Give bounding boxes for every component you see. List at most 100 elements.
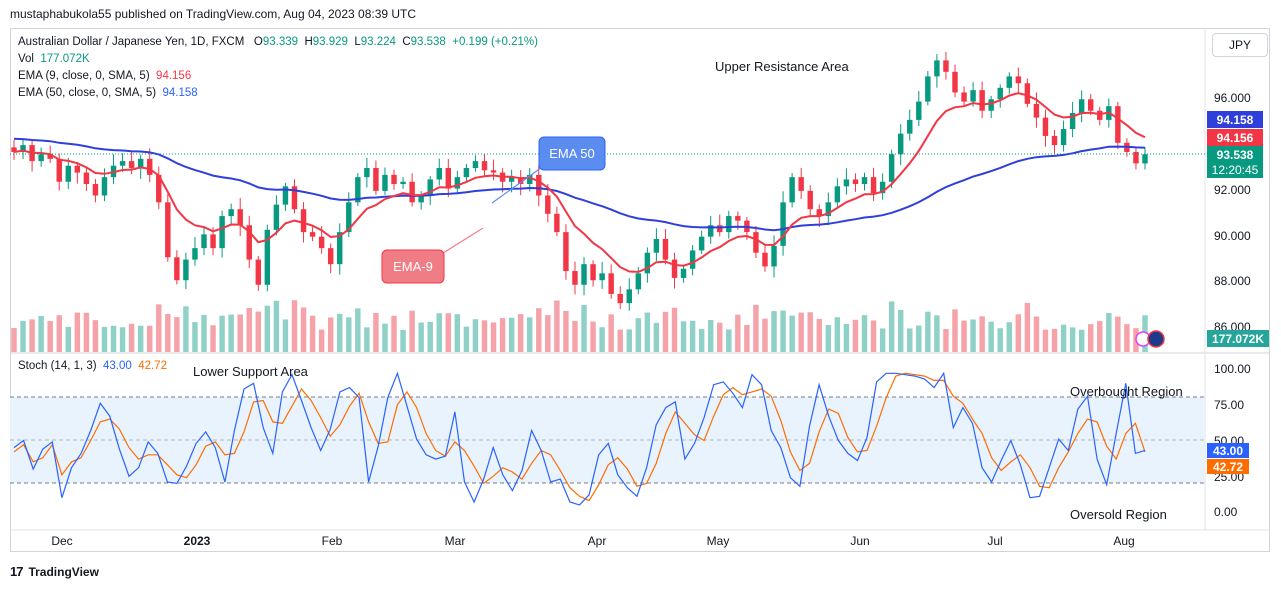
candle-body <box>563 232 569 272</box>
volume-bar <box>92 320 99 352</box>
volume-bar <box>246 308 252 352</box>
candle-body <box>1087 99 1094 111</box>
candle-body <box>753 232 759 253</box>
volume-bar <box>490 322 497 352</box>
stoch-axis[interactable]: 100.00 75.00 50.00 25.00 0.00 <box>1214 362 1251 519</box>
volume-bar <box>128 323 135 352</box>
candle-body <box>255 259 262 285</box>
time-tick: Jun <box>850 534 869 548</box>
volume-bar <box>210 325 216 352</box>
candle-body <box>346 202 352 233</box>
volume-bars <box>11 300 1148 352</box>
volume-bar <box>590 321 596 352</box>
volume-legend[interactable]: Vol 177.072K <box>18 53 90 65</box>
ema50-legend[interactable]: EMA (50, close, 0, SMA, 5) 94.158 <box>18 87 198 99</box>
candle-body <box>47 154 53 159</box>
candle-body <box>137 158 144 168</box>
volume-bar <box>744 324 750 352</box>
candle-body <box>635 273 642 290</box>
volume-bar <box>219 315 225 352</box>
candle-body <box>373 167 379 191</box>
time-tick: Jul <box>987 534 1002 548</box>
candle-body <box>454 177 461 189</box>
ema9-callout[interactable]: EMA-9 <box>381 227 484 284</box>
ohlc-low: L93.224 <box>354 36 396 48</box>
volume-bar <box>409 310 415 352</box>
flag-icon[interactable] <box>1147 330 1165 348</box>
footer-brand[interactable]: 17 TradingView <box>10 564 99 579</box>
candle-body <box>391 174 397 185</box>
tradingview-logo-icon: 17 <box>10 564 24 579</box>
candle-body <box>74 165 81 173</box>
candle-body <box>418 195 424 203</box>
candle-body <box>626 289 632 304</box>
candle-body <box>237 209 243 226</box>
volume-bar <box>11 327 17 352</box>
time-tick: Mar <box>445 534 466 548</box>
candle-body <box>20 145 26 152</box>
volume-bar <box>47 321 53 352</box>
volume-bar <box>834 317 841 352</box>
volume-bar <box>680 321 687 352</box>
candle-body <box>771 245 777 267</box>
candle-body <box>309 232 316 237</box>
svg-text:177.072K: 177.072K <box>1212 332 1264 346</box>
volume-bar <box>1060 324 1067 352</box>
volume-bar <box>952 309 958 352</box>
volume-bar <box>373 312 379 352</box>
candle-body <box>38 154 44 162</box>
stoch-tick: 0.00 <box>1214 505 1238 519</box>
volume-bar <box>916 325 922 352</box>
candle-body <box>463 167 470 178</box>
candle-body <box>219 216 225 249</box>
volume-bar <box>137 325 144 352</box>
volume-bar <box>445 313 452 352</box>
ohlc-open: O93.339 <box>253 36 299 48</box>
volume-bar <box>689 320 696 352</box>
chart-legend: Australian Dollar / Japanese Yen, 1D, FX… <box>18 34 538 102</box>
candle-body <box>119 161 126 166</box>
volume-bar <box>174 317 180 352</box>
candle-body <box>970 90 976 102</box>
time-tick: May <box>707 534 730 548</box>
volume-bar <box>943 329 949 352</box>
symbol-title[interactable]: Australian Dollar / Japanese Yen, 1D, FX… <box>18 36 245 48</box>
time-tick: Dec <box>51 534 72 548</box>
volume-bar <box>156 304 162 352</box>
stoch-legend[interactable]: Stoch (14, 1, 3) 43.00 42.72 <box>18 360 167 372</box>
svg-text:94.158: 94.158 <box>1217 113 1254 127</box>
ema9-legend[interactable]: EMA (9, close, 0, SMA, 5) 94.156 <box>18 70 192 82</box>
candle-body <box>816 209 822 217</box>
volume-bar <box>165 313 171 352</box>
volume-bar <box>1106 313 1112 352</box>
candle-body <box>11 147 17 152</box>
stoch-d-line <box>13 372 1146 502</box>
volume-bar <box>110 325 117 352</box>
ema9-price-label: 94.156 <box>1207 129 1263 146</box>
volume-bar <box>101 326 108 352</box>
stoch-k-label: 43.00 <box>1207 443 1249 458</box>
currency-button[interactable]: JPY <box>1212 33 1268 57</box>
candle-body <box>843 179 850 187</box>
ema50-price-label: 94.158 <box>1207 111 1263 128</box>
time-axis[interactable]: Dec 2023 Feb Mar Apr May Jun Jul Aug <box>51 534 1134 548</box>
volume-bar <box>1033 316 1040 352</box>
candle-body <box>183 259 189 281</box>
time-tick: Apr <box>588 534 607 548</box>
candle-body <box>246 225 252 260</box>
volume-bar <box>852 319 859 352</box>
volume-bar <box>997 328 1003 352</box>
volume-bar <box>671 307 678 352</box>
volume-bar <box>707 320 714 352</box>
candle-body <box>861 177 868 185</box>
ema50-callout[interactable]: EMA 50 <box>491 136 606 204</box>
volume-bar <box>508 317 515 352</box>
candle-body <box>382 174 388 191</box>
oversold-label: Oversold Region <box>1070 507 1167 522</box>
candle-body <box>707 225 714 237</box>
candle-body <box>689 250 696 269</box>
volume-bar <box>517 314 524 352</box>
volume-bar <box>56 315 62 352</box>
volume-bar <box>427 321 433 352</box>
